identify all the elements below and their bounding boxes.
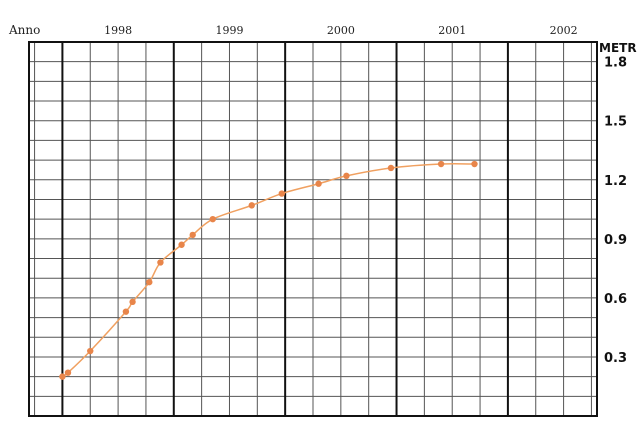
data-point [146,278,153,286]
y-tick-label: 1.8 [604,56,627,71]
data-point [471,160,478,168]
data-point [248,202,255,209]
data-point [315,180,322,187]
data-point [278,190,286,197]
x-tick-label: 2001 [438,24,466,37]
y-tick-label: 0.6 [604,292,627,307]
axis-labels: Anno METRI 1998 1999 2000 2001 2002 1.8 1.5 1.2… [8,23,637,366]
plot-frame [28,41,598,417]
y-tick-label: 0.9 [604,233,627,248]
x-tick-label: 1998 [104,24,132,37]
y-tick-label: 0.3 [604,351,627,366]
data-point [87,347,94,355]
x-tick-label: 2000 [327,24,355,37]
data-point [59,373,66,380]
data-point [437,160,445,168]
data-point [122,308,130,315]
data-point [64,369,72,376]
y-tick-label: 1.5 [604,115,627,130]
data-point [343,172,350,180]
series-line [61,163,475,378]
data-point [387,164,395,172]
data-point [178,241,185,248]
y-axis-title: METRI [599,41,637,55]
grid [28,41,598,417]
x-axis-title: Anno [8,23,40,37]
x-tick-label: 2002 [550,24,578,37]
data-point [129,298,136,306]
data-series [59,160,478,380]
data-point [189,231,196,239]
x-tick-label: 1999 [215,24,243,37]
data-point [209,215,216,223]
data-point [157,259,164,266]
y-tick-label: 1.2 [604,174,627,189]
